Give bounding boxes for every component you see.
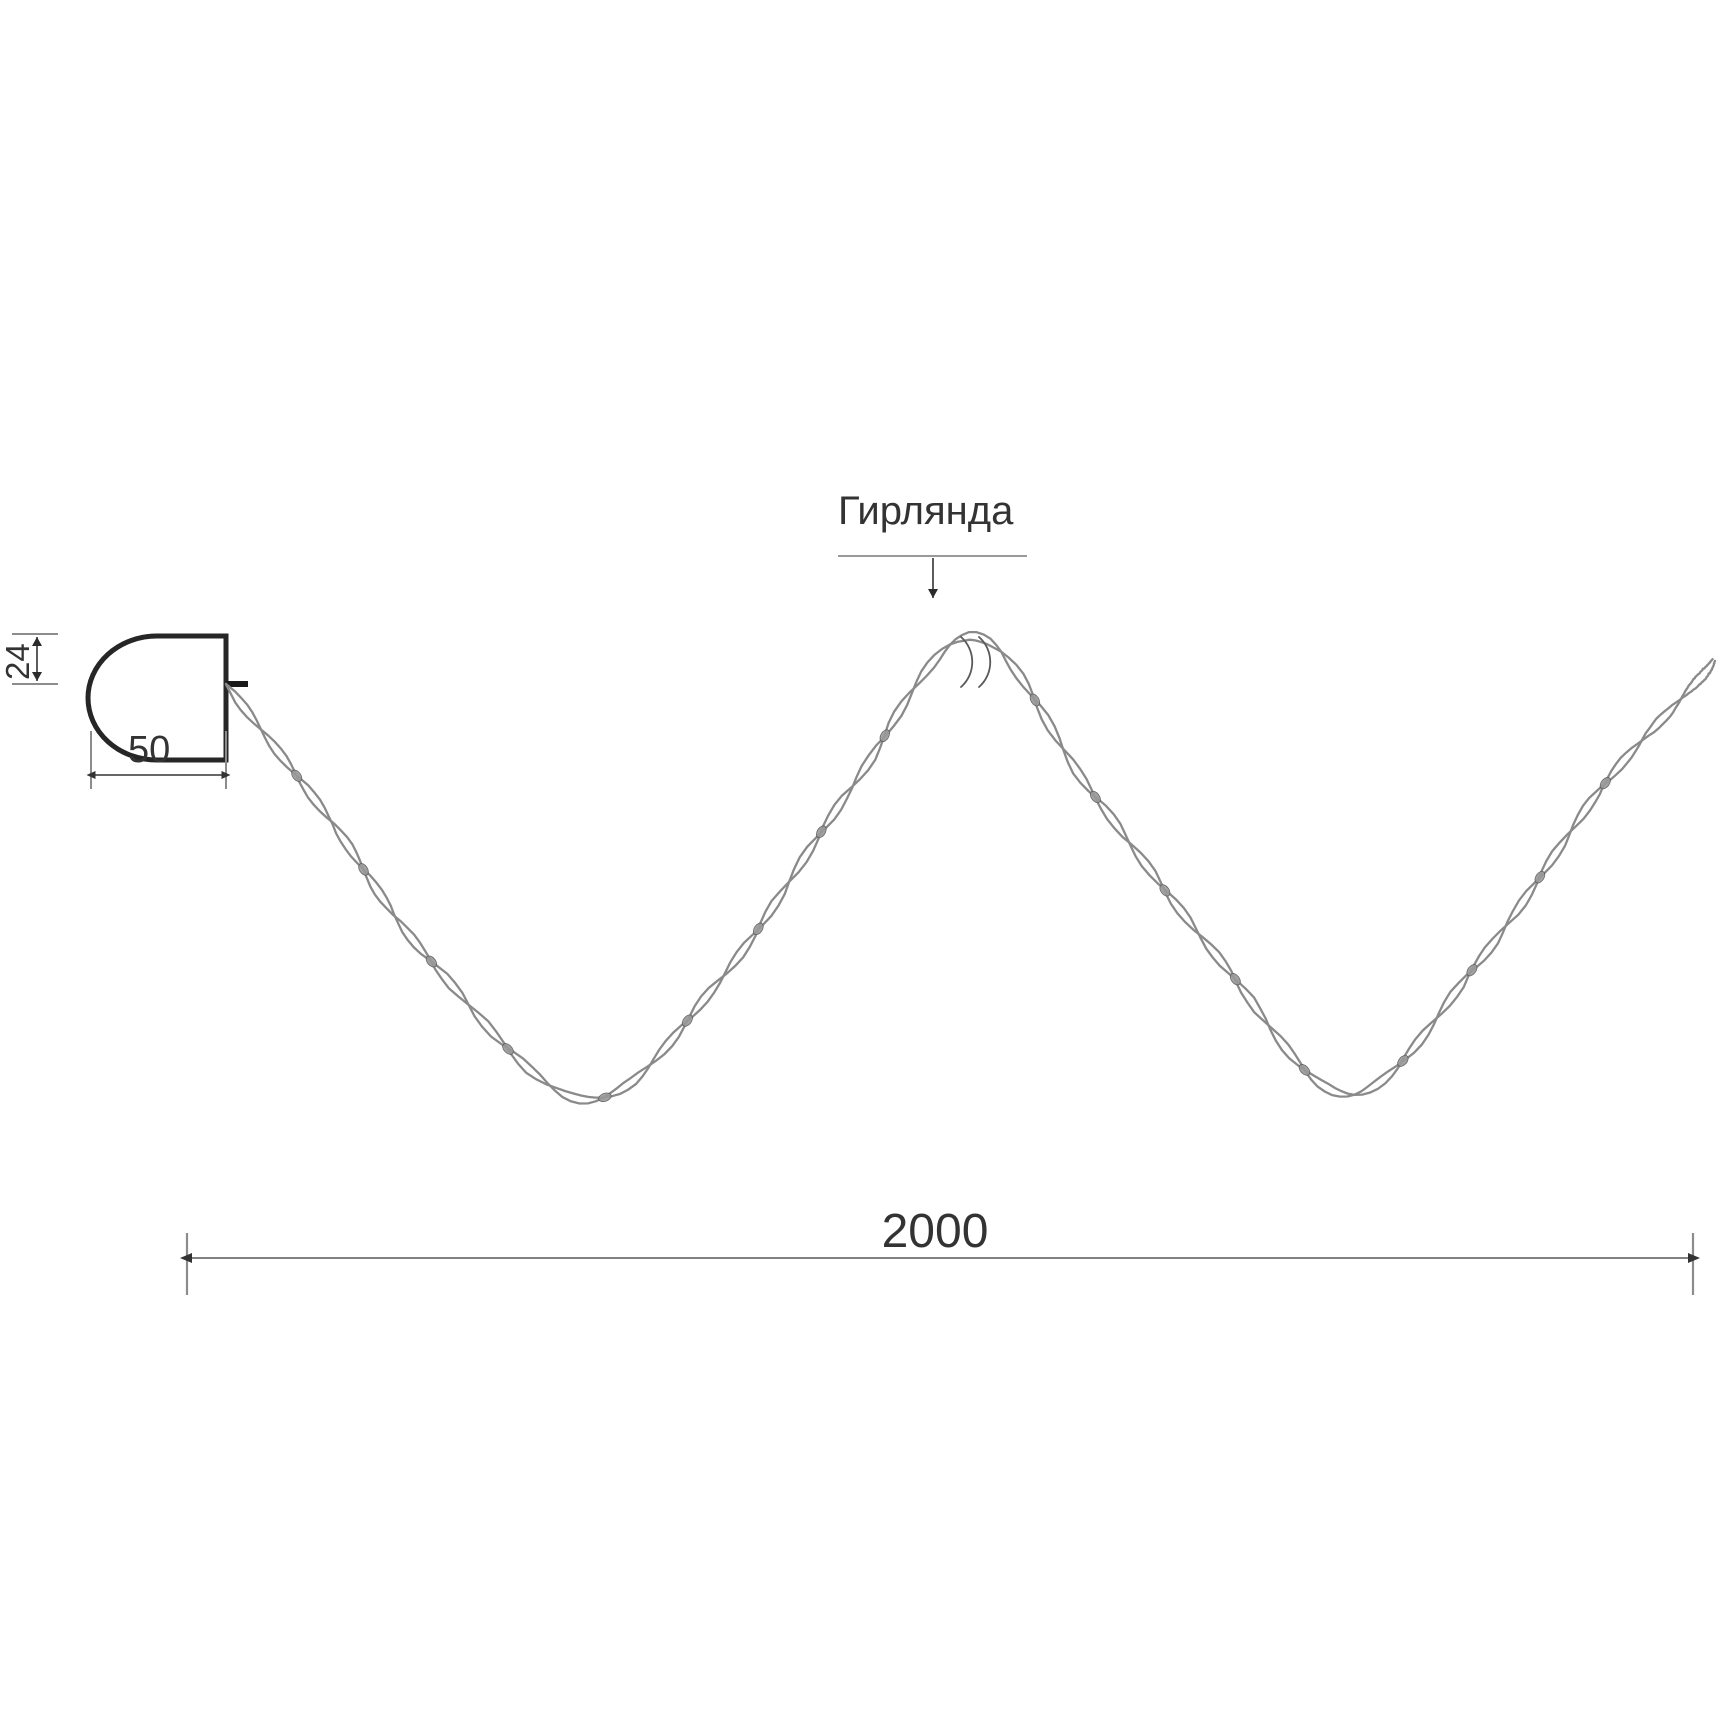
- svg-text:2000: 2000: [882, 1205, 989, 1258]
- svg-text:24: 24: [0, 643, 36, 680]
- svg-text:50: 50: [128, 729, 170, 771]
- svg-text:Гирлянда: Гирлянда: [838, 489, 1014, 533]
